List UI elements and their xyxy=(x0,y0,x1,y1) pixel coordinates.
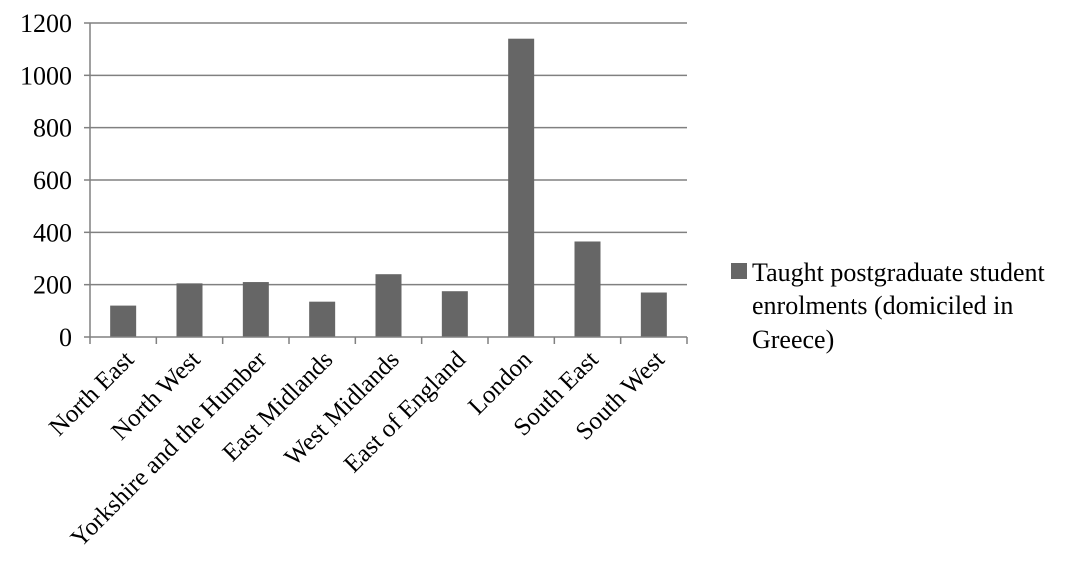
y-tick-label: 1000 xyxy=(20,61,72,90)
y-tick-label: 200 xyxy=(33,271,72,300)
bar xyxy=(242,282,269,337)
legend-label-line: Greece) xyxy=(752,325,834,354)
bar xyxy=(508,38,535,337)
legend-label-line: enrolments (domiciled in xyxy=(752,291,1013,320)
bar xyxy=(574,241,601,337)
bar xyxy=(441,291,468,337)
bar xyxy=(640,292,667,337)
x-tick-label: West Midlands xyxy=(280,346,405,471)
legend-label-line: Taught postgraduate student xyxy=(752,258,1046,287)
y-tick-label: 0 xyxy=(59,323,72,352)
bar xyxy=(176,283,203,337)
y-tick-label: 600 xyxy=(33,166,72,195)
legend-swatch xyxy=(731,263,747,279)
y-tick-label: 400 xyxy=(33,218,72,247)
legend: Taught postgraduate student enrolments (… xyxy=(731,258,1051,354)
x-tick-label: East of England xyxy=(339,346,471,478)
y-tick-labels: 0 200 400 600 800 1000 1200 xyxy=(20,9,90,352)
bar xyxy=(110,305,137,337)
bar xyxy=(309,301,336,337)
bars xyxy=(110,38,667,337)
bar xyxy=(375,274,402,337)
y-tick-label: 800 xyxy=(33,114,72,143)
y-tick-label: 1200 xyxy=(20,9,72,38)
legend-label: Taught postgraduate student enrolments (… xyxy=(752,258,1051,354)
